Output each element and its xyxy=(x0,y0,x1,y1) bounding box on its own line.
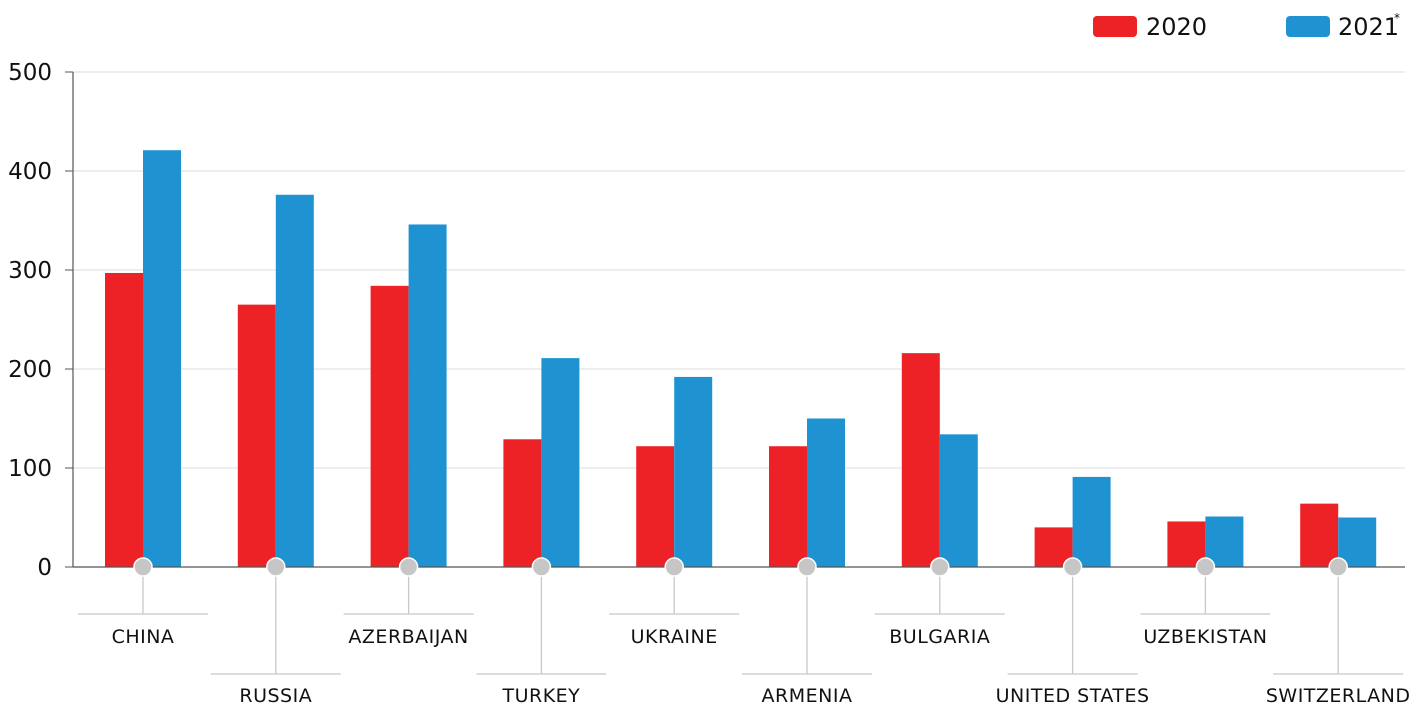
bar-2020-switzerland xyxy=(1300,503,1339,567)
bar-2020-turkey xyxy=(503,439,542,567)
bar-2020-bulgaria xyxy=(901,353,940,567)
bar-2021-united-states xyxy=(1072,476,1111,567)
legend-footnote-marker: * xyxy=(1394,11,1400,25)
bar-2020-ukraine xyxy=(636,446,675,567)
legend-swatch-2020 xyxy=(1093,16,1137,37)
category-label: ARMENIA xyxy=(762,685,853,707)
y-tick-label: 0 xyxy=(37,555,52,581)
bars xyxy=(105,150,1377,567)
legend: 2020 2021 * xyxy=(1093,11,1400,41)
bar-2021-uzbekistan xyxy=(1205,516,1244,567)
legend-label-2021: 2021 xyxy=(1338,13,1399,41)
bar-2021-ukraine xyxy=(674,376,713,567)
category-switzerland: SWITZERLAND xyxy=(1266,557,1411,707)
category-label: SWITZERLAND xyxy=(1266,685,1411,707)
category-marker xyxy=(1195,557,1216,577)
y-tick-label: 400 xyxy=(8,159,52,185)
category-label: AZERBAIJAN xyxy=(348,626,468,648)
category-marker xyxy=(531,557,552,577)
legend-swatch-2021 xyxy=(1286,16,1330,37)
category-label: RUSSIA xyxy=(239,685,312,707)
category-marker xyxy=(1062,557,1083,577)
category-armenia: ARMENIA xyxy=(742,557,872,707)
category-ukraine: UKRAINE xyxy=(609,557,740,648)
category-azerbaijan: AZERBAIJAN xyxy=(343,557,474,648)
category-marker xyxy=(266,557,286,577)
bar-2020-china xyxy=(105,272,143,567)
category-china: CHINA xyxy=(78,557,208,648)
x-axis-categories: CHINA RUSSIA AZERBAIJAN TURKEY UKRAINE ARMENI… xyxy=(78,557,1411,707)
category-uzbekistan: UZBEKISTAN xyxy=(1140,557,1271,648)
category-marker xyxy=(797,557,817,577)
category-russia: RUSSIA xyxy=(210,557,341,707)
bar-2021-turkey xyxy=(541,358,580,567)
legend-item-2021: 2021 * xyxy=(1286,11,1400,41)
category-label: UZBEKISTAN xyxy=(1143,626,1267,648)
category-label: TURKEY xyxy=(502,685,581,707)
bar-2020-azerbaijan xyxy=(370,285,409,567)
bar-2021-switzerland xyxy=(1338,517,1377,567)
category-label: BULGARIA xyxy=(889,626,990,648)
y-tick-label: 100 xyxy=(8,456,52,482)
category-marker xyxy=(664,557,684,577)
category-marker xyxy=(930,557,950,577)
bar-2020-uzbekistan xyxy=(1167,521,1206,567)
category-label: CHINA xyxy=(112,626,175,648)
category-label: UNITED STATES xyxy=(996,685,1150,707)
legend-label-2020: 2020 xyxy=(1146,13,1207,41)
category-label: UKRAINE xyxy=(631,626,718,648)
y-tick-label: 200 xyxy=(8,357,52,383)
category-marker xyxy=(398,557,419,577)
category-marker xyxy=(133,557,153,577)
y-tick-label: 300 xyxy=(8,258,52,284)
legend-item-2020: 2020 xyxy=(1093,13,1207,41)
y-tick-label: 500 xyxy=(8,60,52,86)
y-axis-ticks: 0 100 200 300 400 500 xyxy=(8,60,73,581)
category-bulgaria: BULGARIA xyxy=(874,557,1005,648)
bar-2021-azerbaijan xyxy=(408,224,447,567)
category-united-states: UNITED STATES xyxy=(996,557,1150,707)
bar-2021-bulgaria xyxy=(939,434,978,567)
category-turkey: TURKEY xyxy=(476,557,607,707)
bar-2021-china xyxy=(143,150,181,567)
bar-2021-armenia xyxy=(807,418,845,567)
bar-2021-russia xyxy=(275,194,314,567)
bar-2020-armenia xyxy=(769,446,807,567)
bar-2020-russia xyxy=(237,304,276,567)
category-marker xyxy=(1328,557,1348,577)
